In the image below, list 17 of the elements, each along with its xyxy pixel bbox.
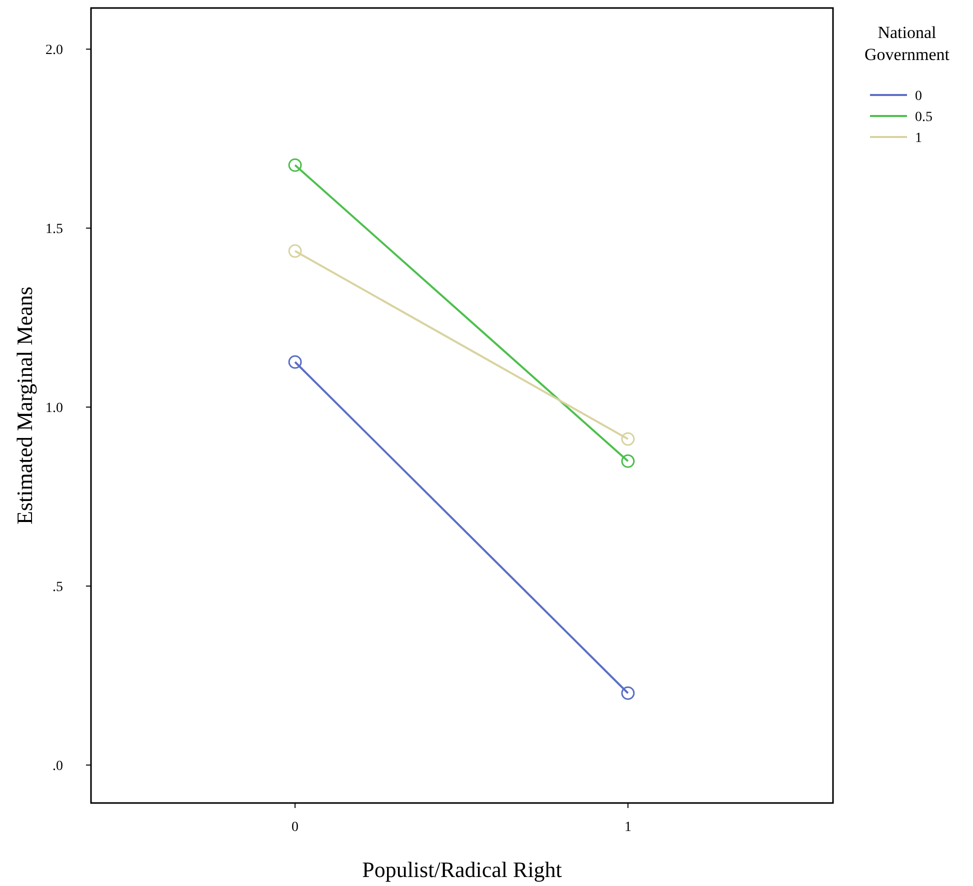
point	[288, 244, 302, 258]
point	[288, 355, 302, 369]
y-tick-label: 2.0	[46, 43, 63, 58]
point	[621, 432, 635, 446]
legend-label: 0	[915, 88, 922, 104]
y-tick-label: 1.5	[46, 222, 63, 238]
y-tick-label: .0	[52, 758, 63, 774]
y-axis-title: Estimated Marginal Means	[12, 286, 37, 524]
point	[288, 158, 302, 172]
x-axis-title: Populist/Radical Right	[362, 857, 562, 882]
point	[621, 454, 635, 468]
y-tick-label: .5	[52, 580, 63, 595]
legend-label: 1	[915, 130, 922, 146]
point	[621, 686, 635, 700]
legend-title: National Government	[864, 23, 950, 64]
y-tick-label: 1.0	[46, 401, 63, 416]
legend-label: 0.5	[915, 110, 932, 125]
